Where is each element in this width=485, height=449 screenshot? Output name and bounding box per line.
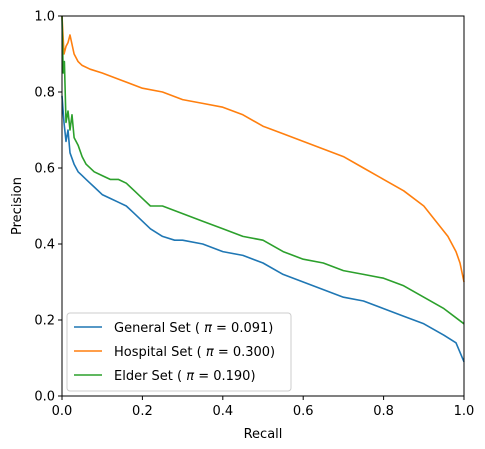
x-tick-label: 0.6 — [293, 404, 314, 419]
x-tick-label: 0.2 — [132, 404, 153, 419]
y-tick-label: 0.0 — [34, 390, 55, 405]
legend: General Set ( π = 0.091) Hospital Set ( π… — [66, 312, 292, 392]
plot-frame — [61, 15, 465, 397]
legend-box — [66, 312, 292, 392]
x-axis-title: Recall — [244, 427, 283, 442]
legend-label-2: Elder Set ( π = 0.190) — [114, 369, 256, 384]
x-tick-label: 0.4 — [212, 404, 233, 419]
y-tick-label: 1.0 — [34, 10, 55, 25]
y-tick-label: 0.6 — [34, 162, 55, 177]
x-axis-ticks: 0.0 0.2 0.4 0.6 0.8 1.0 — [52, 396, 475, 419]
plot-lines — [61, 15, 465, 363]
series-line-2 — [61, 15, 465, 325]
series-line-0 — [61, 95, 465, 363]
y-tick-label: 0.4 — [34, 238, 55, 253]
y-axis-ticks: 0.0 0.2 0.4 0.6 0.8 1.0 — [34, 10, 62, 405]
legend-label-0: General Set ( π = 0.091) — [114, 321, 273, 336]
x-tick-label: 0.0 — [52, 404, 73, 419]
y-tick-label: 0.2 — [34, 314, 55, 329]
y-tick-label: 0.8 — [34, 86, 55, 101]
y-axis-title: Precision — [10, 177, 25, 235]
series-line-1 — [61, 15, 465, 283]
x-tick-label: 1.0 — [454, 404, 475, 419]
x-tick-label: 0.8 — [373, 404, 394, 419]
legend-label-1: Hospital Set ( π = 0.300) — [114, 345, 275, 360]
